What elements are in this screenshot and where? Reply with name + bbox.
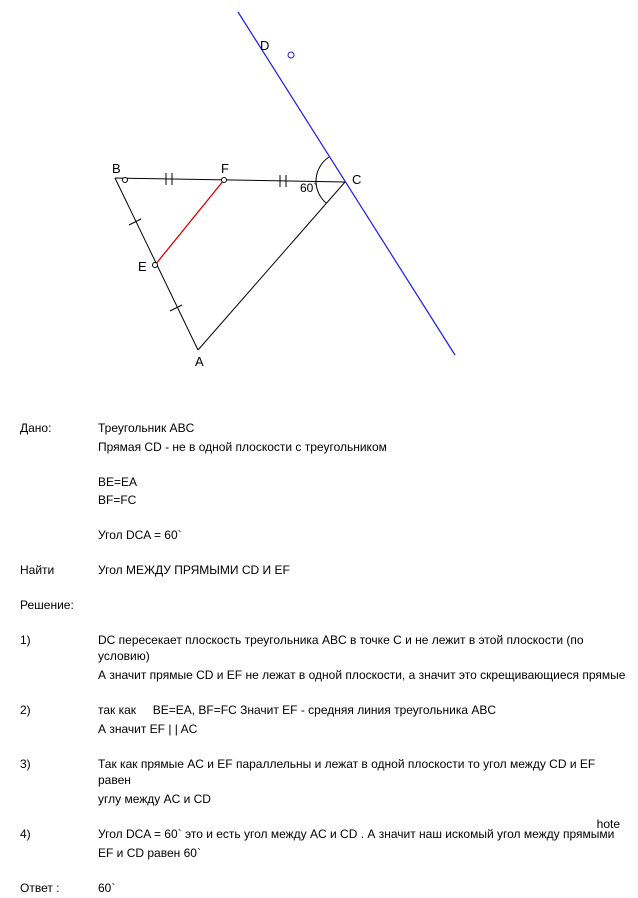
step-line: EF и CD равен 60` bbox=[98, 845, 630, 862]
step-number bbox=[20, 845, 98, 862]
point-d-marker bbox=[288, 52, 294, 58]
step-number: 1) bbox=[20, 632, 98, 666]
given-line-1: Треугольник ABC bbox=[98, 420, 630, 437]
find-text: Угол МЕЖДУ ПРЯМЫМИ CD И EF bbox=[98, 562, 630, 579]
given-angle: Угол DCA = 60` bbox=[98, 527, 630, 544]
geometry-diagram: D B F C E A 60` bbox=[0, 0, 638, 410]
point-f-marker bbox=[222, 178, 227, 183]
given-line-2: Прямая CD - не в одной плоскости с треуг… bbox=[98, 439, 630, 456]
given-label: Дано: bbox=[20, 420, 98, 437]
tick-ea bbox=[170, 305, 182, 311]
label-b: B bbox=[112, 161, 121, 176]
answer-value: 60` bbox=[98, 880, 630, 897]
line-cd bbox=[238, 12, 455, 355]
step-line: Угол DCA = 60` это и есть угол между AC … bbox=[98, 826, 630, 843]
step-line: так как BE=EA, BF=FC Значит EF - средняя… bbox=[98, 702, 630, 719]
solution-label: Решение: bbox=[20, 597, 74, 614]
step-line: А значит EF | | AC bbox=[98, 721, 630, 738]
label-d: D bbox=[260, 38, 269, 53]
point-b-marker bbox=[123, 178, 128, 183]
given-eq2: BF=FC bbox=[98, 492, 630, 509]
label-c: C bbox=[352, 172, 361, 187]
answer-label: Ответ : bbox=[20, 880, 98, 897]
line-ef bbox=[155, 180, 224, 265]
step-line: А значит прямые CD и EF не лежат в одной… bbox=[98, 667, 630, 684]
angle-label: 60` bbox=[300, 181, 317, 195]
angle-arc-upper bbox=[316, 157, 329, 181]
step-number: 4) bbox=[20, 826, 98, 843]
step-line: DC пересекает плоскость треугольника ABC… bbox=[98, 632, 630, 666]
label-f: F bbox=[221, 161, 229, 176]
given-eq1: BE=EA bbox=[98, 474, 630, 491]
point-e-marker bbox=[153, 263, 158, 268]
footer-text: hote bbox=[597, 817, 620, 831]
step-line: углу между AC и CD bbox=[98, 791, 630, 808]
step-number bbox=[20, 791, 98, 808]
angle-arc-lower bbox=[316, 181, 326, 203]
line-ac bbox=[198, 182, 345, 350]
problem-text: Дано: Треугольник ABC Прямая CD - не в о… bbox=[20, 420, 630, 898]
step-number: 3) bbox=[20, 756, 98, 790]
step-line: Так как прямые AC и EF параллельны и леж… bbox=[98, 756, 630, 790]
label-e: E bbox=[138, 259, 147, 274]
find-label: Найти bbox=[20, 562, 98, 579]
step-number: 2) bbox=[20, 702, 98, 719]
label-a: A bbox=[195, 354, 204, 369]
step-number bbox=[20, 721, 98, 738]
step-number bbox=[20, 667, 98, 684]
